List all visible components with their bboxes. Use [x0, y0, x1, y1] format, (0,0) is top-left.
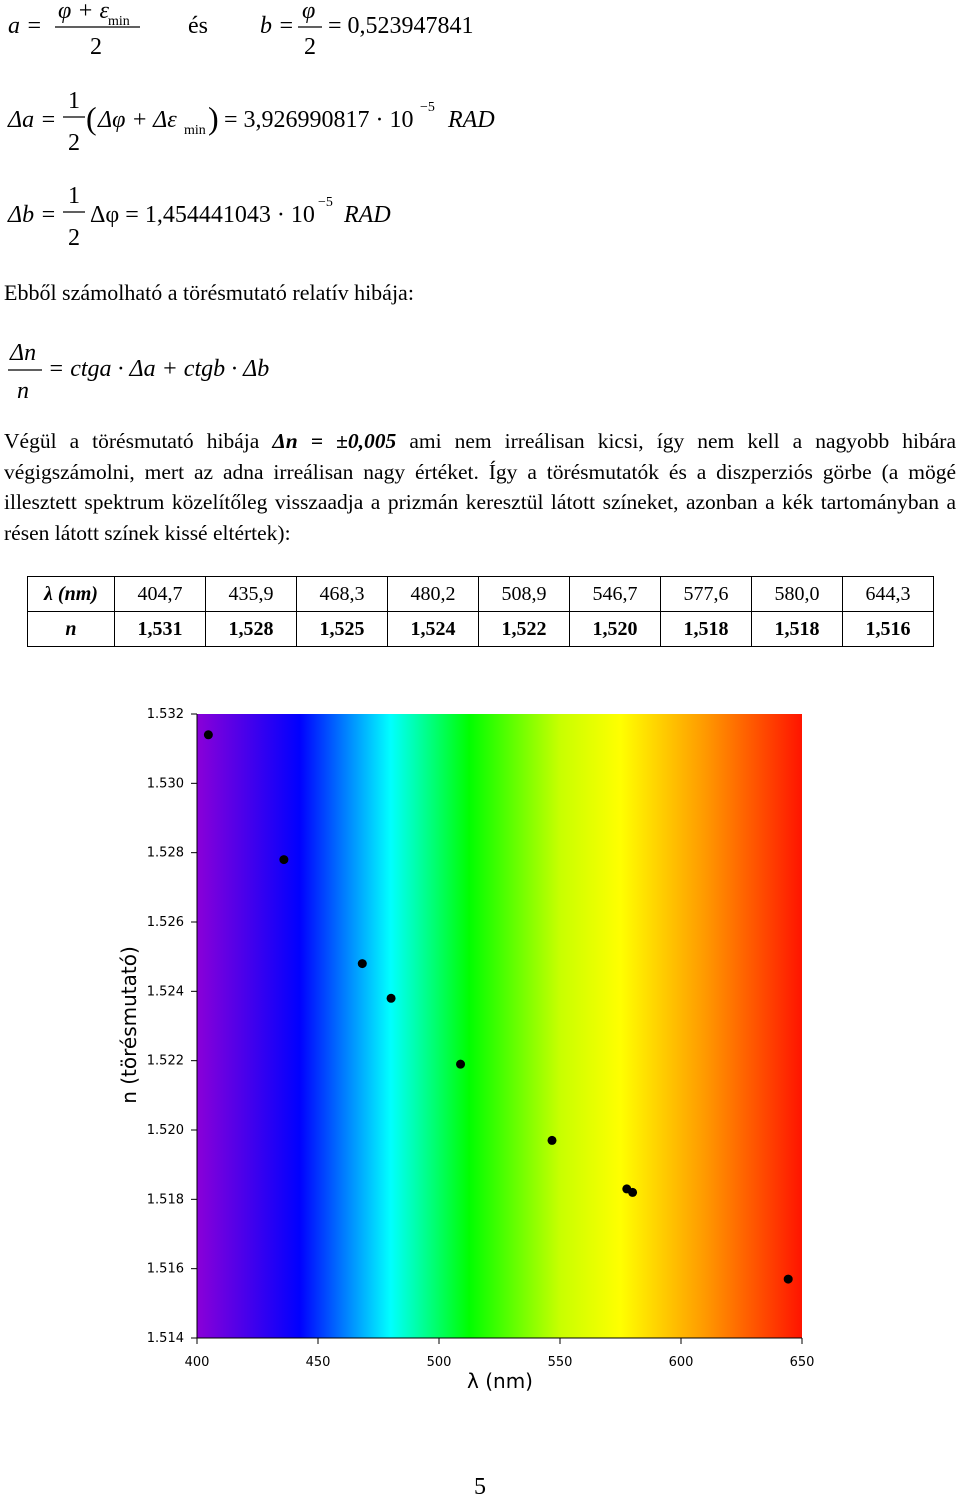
data-point: [628, 1187, 638, 1197]
data-point: [456, 1059, 466, 1069]
formula-text: (: [86, 100, 97, 136]
table-cell: 580,0: [750, 576, 843, 612]
formula-text: φ: [302, 0, 315, 24]
table-cell: 1,520: [568, 611, 661, 647]
table-row: n 1,531 1,528 1,525 1,524 1,522 1,520 1,518 1,51…: [27, 611, 935, 647]
y-tick-label: 1.532: [147, 707, 184, 722]
formula-text: ): [208, 100, 219, 136]
data-point: [357, 959, 367, 969]
data-point: [203, 730, 213, 740]
y-tick-label: 1.528: [147, 846, 184, 861]
x-tick-label: 450: [306, 1355, 331, 1370]
y-tick-label: 1.514: [147, 1331, 184, 1346]
formula-text: a =: [8, 13, 42, 39]
table-cell: 480,2: [386, 576, 479, 612]
formula-text: és: [188, 13, 208, 39]
x-axis-title: λ (nm): [467, 1369, 533, 1393]
formula-text: min: [108, 14, 130, 29]
x-tick-label: 600: [669, 1355, 694, 1370]
table-cell: 1,524: [386, 611, 479, 647]
table-row: λ (nm) 404,7 435,9 468,3 480,2 508,9 546,7 577,…: [27, 576, 935, 612]
formula-text: = ctga · Δa + ctgb · Δb: [48, 356, 269, 382]
table-cell: 1,531: [113, 611, 206, 647]
page-number: 5: [474, 1474, 486, 1497]
data-table: λ (nm) 404,7 435,9 468,3 480,2 508,9 546,7 577,…: [27, 576, 935, 647]
formula-text: Δa =: [7, 107, 56, 133]
table-cell: 1,522: [477, 611, 570, 647]
formula-text: = 0,523947841: [328, 13, 474, 39]
formula-text: b =: [260, 13, 294, 39]
formula-text: −5: [318, 195, 333, 210]
y-tick-label: 1.516: [147, 1262, 184, 1277]
formula-text: RAD: [343, 202, 391, 228]
x-tick-label: 550: [548, 1355, 573, 1370]
table-cell: 1,528: [204, 611, 297, 647]
formula-text: 2: [90, 34, 102, 60]
formula-text: 2: [68, 130, 80, 156]
table-cell: 546,7: [568, 576, 661, 612]
table-cell: 404,7: [113, 576, 206, 612]
x-tick-label: 500: [427, 1355, 452, 1370]
table-cell: 1,516: [841, 611, 935, 647]
table-cell: 508,9: [477, 576, 570, 612]
formula-text: n: [17, 378, 29, 404]
table-cell: 468,3: [295, 576, 388, 612]
formula-text: 1: [68, 88, 80, 114]
table-cell: 644,3: [841, 576, 935, 612]
x-tick-label: 400: [185, 1355, 210, 1370]
y-tick-label: 1.526: [147, 915, 184, 930]
chart: 1.514 1.516 1.518 1.520 1.522 1.524 1.526 1.528…: [147, 707, 815, 1370]
formula-text: RAD: [447, 107, 495, 133]
y-tick-label: 1.518: [147, 1192, 184, 1207]
table-cell: 435,9: [204, 576, 297, 612]
spectrum-background: [197, 714, 802, 1338]
formula-text: Δφ + Δε: [97, 107, 177, 133]
formula-text: −5: [420, 100, 435, 115]
table-cell: 1,518: [750, 611, 843, 647]
table-cell: 1,518: [659, 611, 752, 647]
table-cell: λ (nm): [27, 576, 115, 612]
table-cell: 1,525: [295, 611, 388, 647]
formula-text: Δφ = 1,454441043 · 10: [90, 202, 315, 228]
y-tick-label: 1.524: [147, 984, 184, 999]
data-point: [386, 993, 396, 1003]
formula-text: 2: [304, 34, 316, 60]
x-tick-label: 650: [790, 1355, 815, 1370]
paragraph-highlight: Δn = ±0,005: [272, 429, 397, 453]
y-tick-label: 1.530: [147, 776, 184, 791]
data-point: [279, 855, 289, 865]
y-axis-title: n (törésmutató): [117, 946, 141, 1104]
paragraph-text: Végül a törésmutató hibája: [4, 429, 273, 453]
paragraph-text: ami nem irreálisan kicsi, így nem kell a…: [4, 429, 956, 545]
formula-text: φ + ε: [58, 0, 109, 24]
formula-text: 1: [68, 183, 80, 209]
formula-text: min: [184, 123, 206, 138]
formula-text: = 3,926990817 · 10: [224, 107, 414, 133]
table-cell: n: [27, 611, 115, 647]
formula-text: Δb =: [7, 202, 56, 228]
formula-text: 2: [68, 225, 80, 251]
table-cell: 577,6: [659, 576, 752, 612]
paragraph: Végül a törésmutató hibája Δn = ±0,005 a…: [4, 426, 956, 548]
intro-text: Ebből számolható a törésmutató relatív h…: [4, 280, 414, 305]
y-tick-label: 1.522: [147, 1054, 184, 1069]
formula-text: Δn: [9, 340, 36, 366]
y-tick-label: 1.520: [147, 1123, 184, 1138]
data-point: [783, 1274, 793, 1284]
data-point: [547, 1135, 557, 1145]
